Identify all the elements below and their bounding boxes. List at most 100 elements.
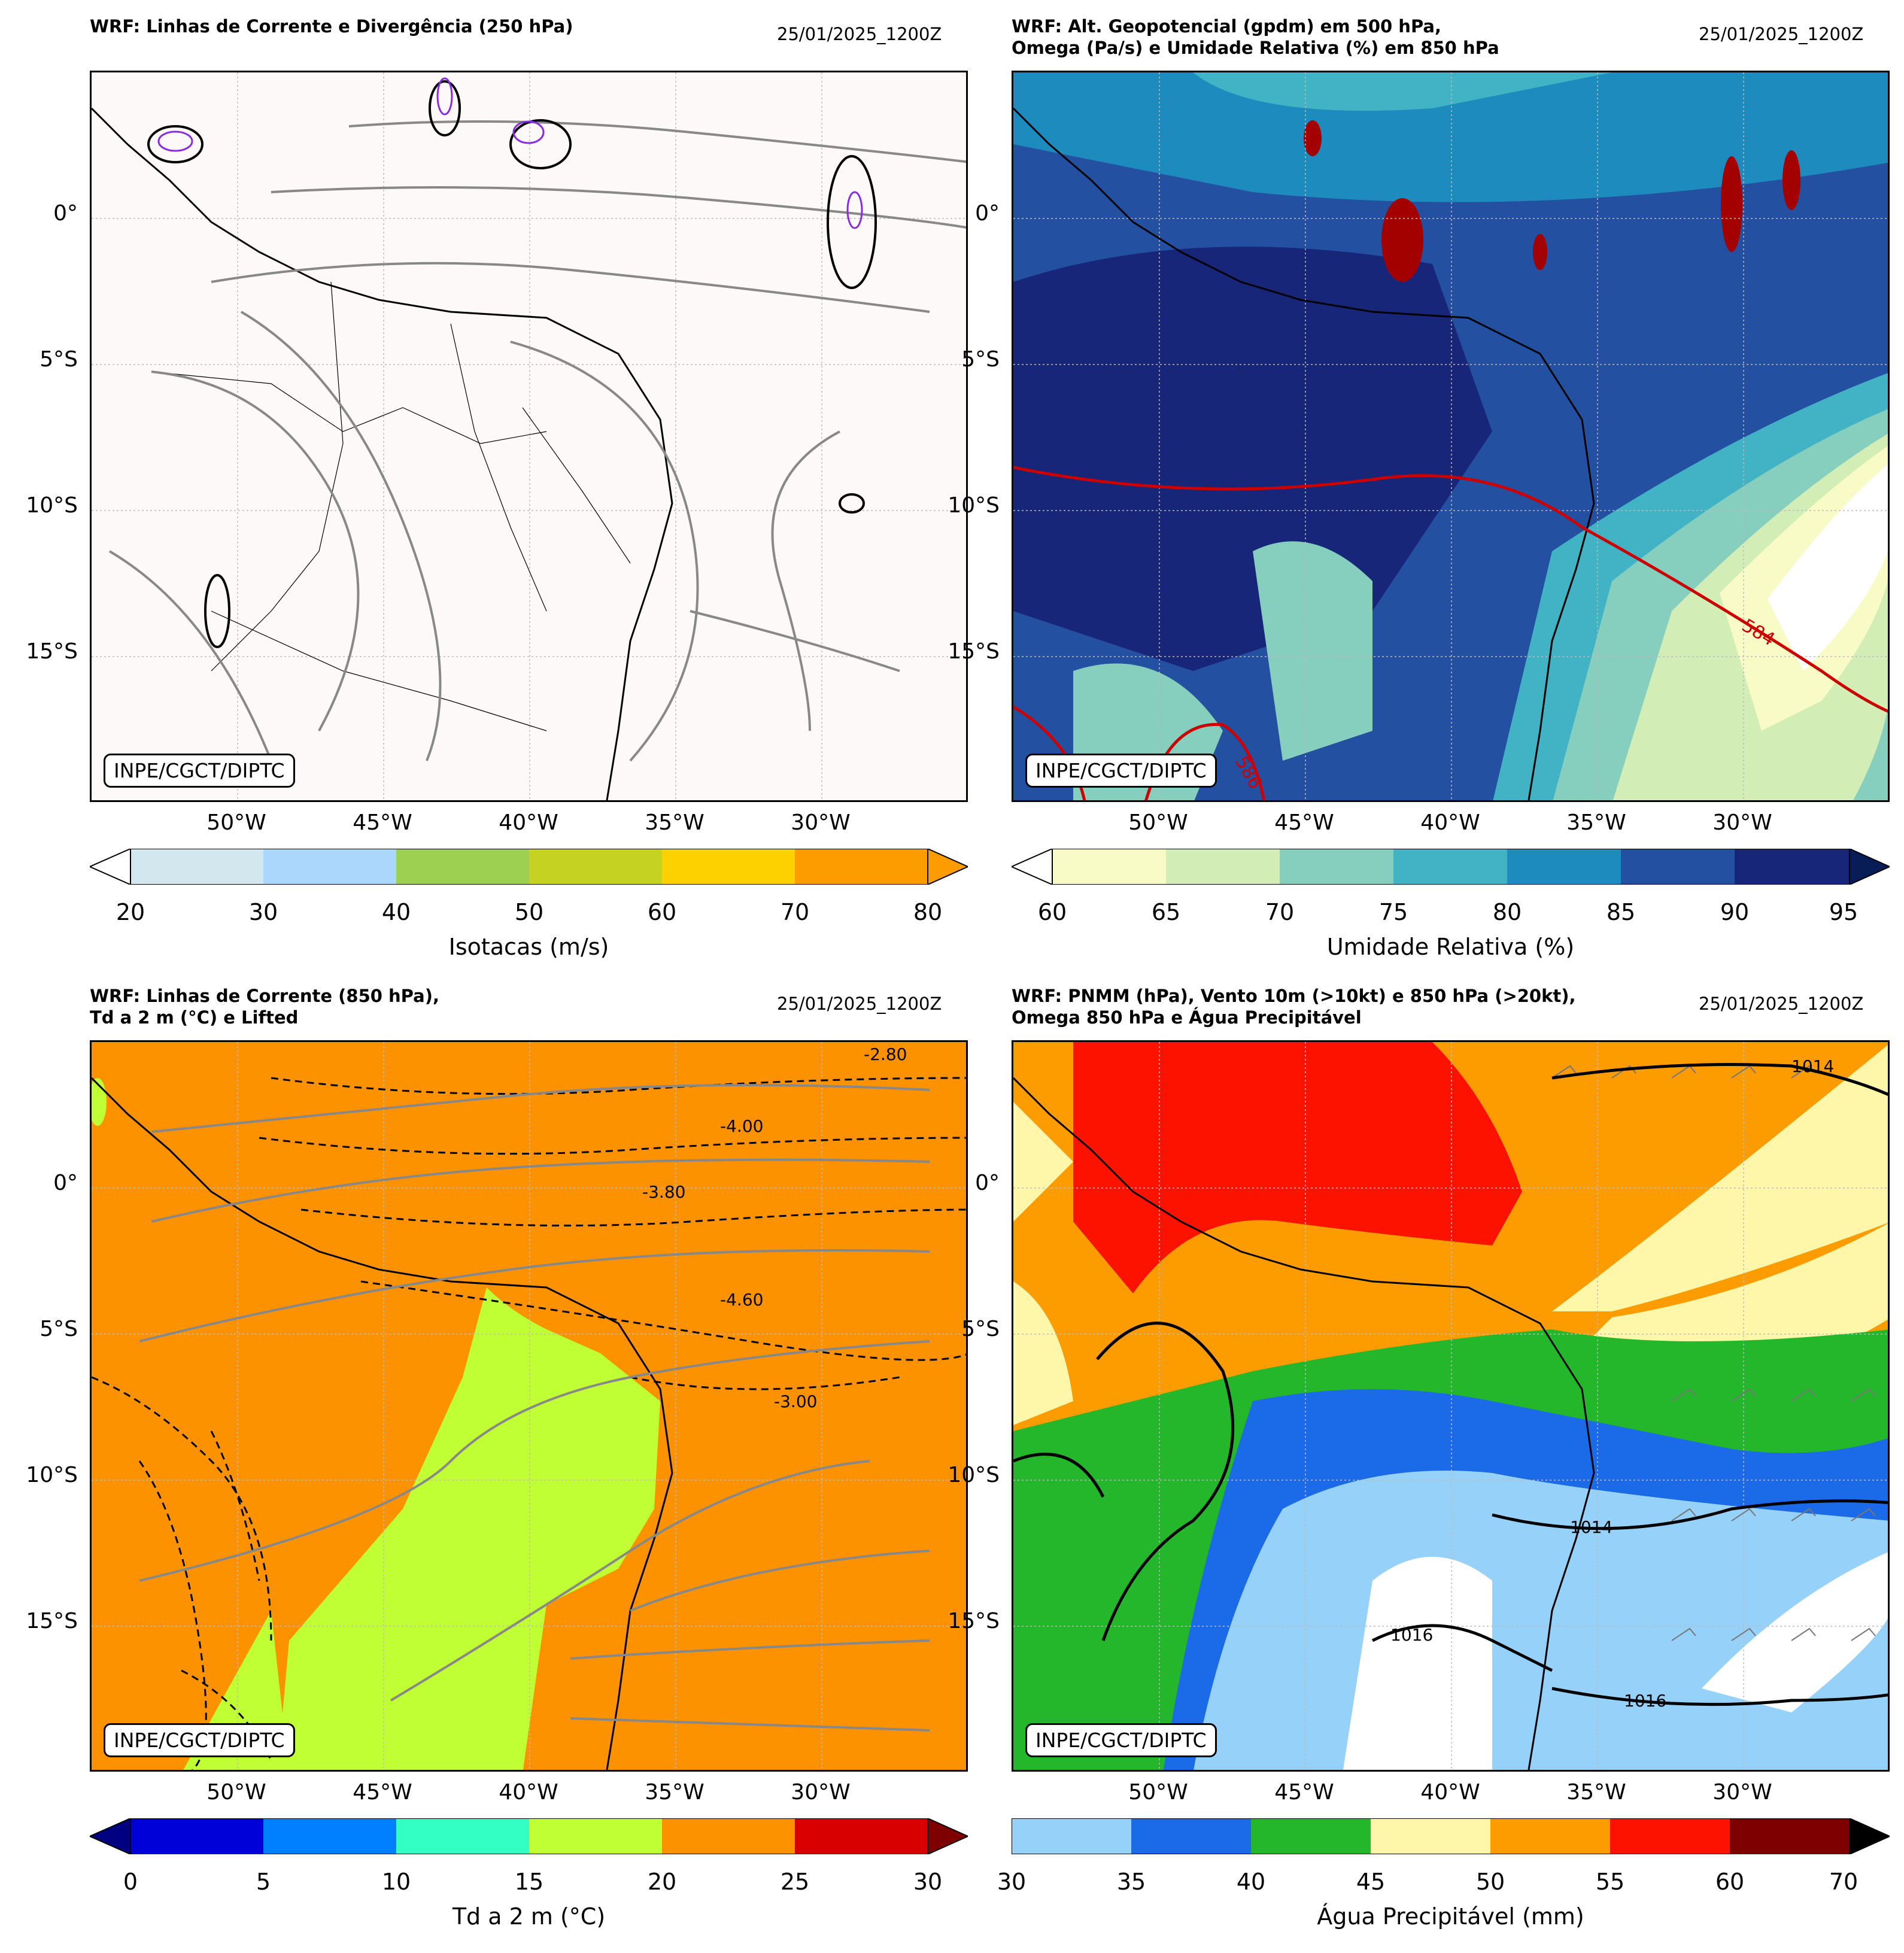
panel-title: WRF: Linhas de Corrente e Divergência (2… bbox=[90, 16, 573, 37]
colorbar-bin bbox=[1507, 849, 1621, 885]
lon-label: 30°W bbox=[1712, 810, 1772, 835]
lon-label: 45°W bbox=[353, 810, 412, 835]
lat-label: 15°S bbox=[948, 1609, 1000, 1633]
colorbar-bin bbox=[1735, 849, 1850, 885]
colorbar-tick: 20 bbox=[647, 1869, 677, 1895]
colorbar-tick: 35 bbox=[1116, 1869, 1146, 1895]
colorbar-tick: 85 bbox=[1606, 899, 1636, 925]
map-layer: 1014 1016 1014 1016 bbox=[1013, 1042, 1888, 1770]
lon-label: 30°W bbox=[791, 810, 851, 835]
lat-label: 0° bbox=[975, 201, 1000, 226]
colorbar-tick: 45 bbox=[1356, 1869, 1386, 1895]
colorbar-label: Isotacas (m/s) bbox=[448, 934, 609, 960]
colorbar-tick: 70 bbox=[1265, 899, 1295, 925]
lon-label: 35°W bbox=[645, 1780, 704, 1805]
contour-label: -3.80 bbox=[642, 1182, 685, 1202]
panel-title: WRF: Alt. Geopotencial (gpdm) em 500 hPa… bbox=[1012, 16, 1499, 58]
colorbar-tick: 40 bbox=[381, 899, 411, 925]
credit-badge: INPE/CGCT/DIPTC bbox=[1025, 1723, 1217, 1757]
colorbar-tick: 55 bbox=[1595, 1869, 1625, 1895]
lat-label: 10°S bbox=[26, 493, 78, 518]
map-frame: 584 586 INPE/CGCT/DIPTC bbox=[1012, 71, 1890, 802]
colorbar-tick: 30 bbox=[997, 1869, 1027, 1895]
omega-positive-cells bbox=[1304, 120, 1800, 282]
colorbar-ext-low bbox=[90, 1818, 131, 1854]
panel-date: 25/01/2025_1200Z bbox=[1699, 24, 1864, 44]
colorbar-tick: 0 bbox=[123, 1869, 138, 1895]
colorbar bbox=[1012, 849, 1890, 885]
lon-label: 45°W bbox=[1274, 810, 1334, 835]
map-frame: 1014 1016 1014 1016 INPE/CGCT/DIPTC bbox=[1012, 1040, 1890, 1772]
lon-label: 40°W bbox=[499, 1780, 558, 1805]
colorbar-bin bbox=[795, 849, 928, 885]
lat-label: 5°S bbox=[40, 347, 78, 372]
colorbar bbox=[1012, 1818, 1890, 1854]
colorbar-bin bbox=[396, 1818, 529, 1854]
colorbar-bin bbox=[795, 1818, 928, 1854]
map-frame: -4.00 -3.80 -2.80 -4.60 -3.00 INPE/CGCT/… bbox=[90, 1040, 968, 1772]
colorbar-bin bbox=[529, 1818, 662, 1854]
colorbar-bin bbox=[130, 849, 263, 885]
map-layer: 584 586 bbox=[1013, 72, 1888, 800]
lat-label: 15°S bbox=[26, 639, 78, 664]
colorbar-label: Água Precipitável (mm) bbox=[1317, 1903, 1584, 1930]
colorbar-label: Td a 2 m (°C) bbox=[452, 1903, 606, 1930]
lon-label: 50°W bbox=[207, 810, 266, 835]
humidity-region bbox=[1768, 464, 1888, 671]
isobar-contours bbox=[1013, 1063, 1888, 1706]
map-frame: INPE/CGCT/DIPTC bbox=[90, 71, 968, 802]
lon-label: 40°W bbox=[1420, 810, 1480, 835]
colorbar-label: Umidade Relativa (%) bbox=[1326, 934, 1575, 960]
coastline bbox=[92, 107, 673, 800]
colorbar-bin bbox=[1371, 1818, 1490, 1854]
coastline bbox=[1013, 107, 1595, 800]
panel-title: WRF: Linhas de Corrente (850 hPa), Td a … bbox=[90, 986, 439, 1028]
colorbar-tick: 90 bbox=[1720, 899, 1750, 925]
contour-label: 1014 bbox=[1570, 1517, 1613, 1537]
colorbar-tick: 15 bbox=[514, 1869, 544, 1895]
colorbar-bin bbox=[130, 1818, 263, 1854]
streamlines bbox=[108, 120, 966, 762]
contour-label: -4.00 bbox=[720, 1116, 763, 1136]
colorbar-tick: 30 bbox=[248, 899, 278, 925]
colorbar-ext-high bbox=[1849, 1818, 1890, 1854]
lat-label: 0° bbox=[53, 201, 78, 226]
pw-region bbox=[1552, 1044, 1888, 1311]
colorbar-tick: 25 bbox=[780, 1869, 810, 1895]
lon-label: 45°W bbox=[1274, 1780, 1334, 1805]
lon-label: 50°W bbox=[1128, 810, 1188, 835]
colorbar-tick: 60 bbox=[1037, 899, 1067, 925]
colorbar-ext-high bbox=[1849, 849, 1890, 885]
panel-streamlines-250hpa: WRF: Linhas de Corrente e Divergência (2… bbox=[0, 0, 968, 976]
divergence-contours bbox=[147, 80, 877, 648]
graticule bbox=[92, 1042, 966, 1770]
colorbar-tick: 40 bbox=[1236, 1869, 1266, 1895]
lat-label: 15°S bbox=[948, 639, 1000, 664]
lon-label: 40°W bbox=[1420, 1780, 1480, 1805]
panel-streamlines-850hpa: WRF: Linhas de Corrente (850 hPa), Td a … bbox=[0, 970, 968, 1953]
colorbar-tick: 70 bbox=[1829, 1869, 1859, 1895]
graticule bbox=[1013, 1042, 1888, 1770]
colorbar-bin bbox=[1131, 1818, 1251, 1854]
colorbar-bin bbox=[1012, 1818, 1131, 1854]
colorbar-bin bbox=[662, 1818, 795, 1854]
contour-label: 1016 bbox=[1624, 1691, 1666, 1711]
panel-mslp-precipitable-water: WRF: PNMM (hPa), Vento 10m (>10kt) e 850… bbox=[922, 970, 1904, 1953]
panel-title: WRF: PNMM (hPa), Vento 10m (>10kt) e 850… bbox=[1012, 986, 1576, 1028]
colorbar-bin bbox=[662, 849, 795, 885]
colorbar-ext-low bbox=[90, 849, 131, 885]
credit-badge: INPE/CGCT/DIPTC bbox=[104, 1723, 295, 1757]
lon-label: 35°W bbox=[1566, 1780, 1626, 1805]
colorbar-tick: 95 bbox=[1829, 899, 1859, 925]
panel-date: 25/01/2025_1200Z bbox=[777, 24, 942, 44]
isotach-contours bbox=[157, 77, 863, 229]
lon-label: 50°W bbox=[1128, 1780, 1188, 1805]
colorbar-tick: 80 bbox=[913, 899, 943, 925]
colorbar-tick: 20 bbox=[116, 899, 145, 925]
lat-label: 10°S bbox=[948, 493, 1000, 518]
lon-label: 40°W bbox=[499, 810, 558, 835]
contour-label: 1016 bbox=[1390, 1625, 1433, 1645]
colorbar-bin bbox=[1166, 849, 1280, 885]
state-borders bbox=[151, 281, 631, 731]
panel-date: 25/01/2025_1200Z bbox=[1699, 994, 1864, 1014]
